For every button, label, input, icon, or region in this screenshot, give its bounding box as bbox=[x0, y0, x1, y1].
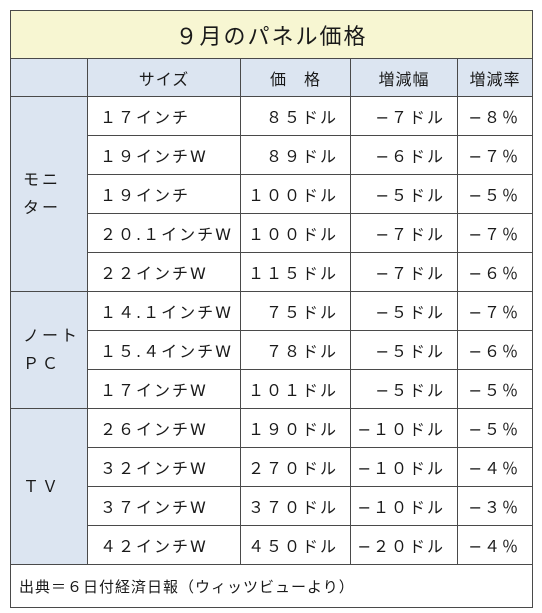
rate-cell: −８％ bbox=[456, 96, 534, 136]
size-cell: ２２インチW bbox=[87, 252, 241, 292]
change-cell: −１０ドル bbox=[350, 447, 458, 487]
size-cell: １９インチW bbox=[87, 135, 241, 175]
header-rate: 増減率 bbox=[456, 58, 534, 97]
panel-price-table: ９月のパネル価格 サイズ 価 格 増減幅 増減率 モニ ター １７インチ ８５ドル −７… bbox=[9, 10, 534, 608]
header-category-cell bbox=[10, 58, 88, 97]
category-cell: モニ ター bbox=[10, 96, 88, 292]
rate-cell: −４％ bbox=[456, 525, 534, 565]
table-row: ２０.１インチW １００ドル −７ドル −７％ bbox=[11, 213, 534, 253]
change-cell: −５ドル bbox=[350, 369, 458, 409]
rate-cell: −７％ bbox=[456, 291, 534, 331]
price-cell: １９０ドル bbox=[240, 408, 351, 448]
rate-cell: −５％ bbox=[456, 369, 534, 409]
change-cell: −７ドル bbox=[350, 252, 458, 292]
change-cell: −１０ドル bbox=[350, 486, 458, 526]
rate-cell: −６％ bbox=[456, 252, 534, 292]
table-row: ４２インチW ４５０ドル −２０ドル −４％ bbox=[11, 525, 534, 565]
header-row: サイズ 価 格 増減幅 増減率 bbox=[10, 58, 534, 97]
table-body: モニ ター １７インチ ８５ドル −７ドル −８％ １９インチW ８９ドル −６ドル −７％ １９イ… bbox=[10, 96, 534, 565]
change-cell: −２０ドル bbox=[350, 525, 458, 565]
rate-cell: −７％ bbox=[456, 213, 534, 253]
table-row: ３７インチW ３７０ドル −１０ドル −３％ bbox=[11, 486, 534, 526]
header-change: 増減幅 bbox=[350, 58, 458, 97]
table-row: ノート ＰＣ １４.１インチW ７５ドル −５ドル −７％ bbox=[10, 291, 534, 409]
change-cell: −７ドル bbox=[350, 96, 458, 136]
change-cell: −５ドル bbox=[350, 330, 458, 370]
category-cell: ＴＶ bbox=[10, 408, 88, 565]
table-row: ２２インチW １１５ドル −７ドル −６％ bbox=[11, 252, 534, 292]
size-cell: １７インチ bbox=[87, 96, 241, 136]
table-row: １９インチ １００ドル −５ドル −５％ bbox=[11, 174, 534, 214]
category-label: ＴＶ bbox=[23, 476, 62, 496]
rate-cell: −４％ bbox=[456, 447, 534, 487]
table-row: １９インチW ８９ドル −６ドル −７％ bbox=[11, 135, 534, 175]
rate-cell: −５％ bbox=[456, 408, 534, 448]
price-cell: ８９ドル bbox=[240, 135, 351, 175]
size-cell: ３２インチW bbox=[87, 447, 241, 487]
table-row: ３２インチW ２７０ドル −１０ドル −４％ bbox=[11, 447, 534, 487]
price-cell: ７８ドル bbox=[240, 330, 351, 370]
price-cell: ８５ドル bbox=[240, 96, 351, 136]
change-cell: −１０ドル bbox=[350, 408, 458, 448]
price-cell: ４５０ドル bbox=[240, 525, 351, 565]
header-size: サイズ bbox=[87, 58, 241, 97]
change-cell: −５ドル bbox=[350, 174, 458, 214]
change-cell: −６ドル bbox=[350, 135, 458, 175]
table-row: ＴＶ ２６インチW １９０ドル −１０ドル −５％ bbox=[10, 408, 534, 565]
panel-price-table-container: ９月のパネル価格 サイズ 価 格 増減幅 増減率 モニ ター １７インチ ８５ドル −７… bbox=[9, 10, 534, 608]
rate-cell: −３％ bbox=[456, 486, 534, 526]
price-cell: ２７０ドル bbox=[240, 447, 351, 487]
size-cell: ２６インチW bbox=[87, 408, 241, 448]
footer-row: 出典＝６日付経済日報（ウィッツビューより） bbox=[9, 564, 534, 608]
table-row: １５.４インチW ７８ドル −５ドル −６％ bbox=[11, 330, 534, 370]
source-note: 出典＝６日付経済日報（ウィッツビューより） bbox=[9, 564, 534, 608]
header-price: 価 格 bbox=[240, 58, 351, 97]
table-row: １７インチW １０１ドル −５ドル −５％ bbox=[11, 369, 534, 409]
size-cell: １７インチW bbox=[87, 369, 241, 409]
price-cell: ３７０ドル bbox=[240, 486, 351, 526]
size-cell: ４２インチW bbox=[87, 525, 241, 565]
category-cell: ノート ＰＣ bbox=[10, 291, 88, 409]
change-cell: −５ドル bbox=[350, 291, 458, 331]
size-cell: ３７インチW bbox=[87, 486, 241, 526]
price-cell: １００ドル bbox=[240, 174, 351, 214]
category-label: ＰＣ bbox=[23, 354, 62, 373]
change-cell: −７ドル bbox=[350, 213, 458, 253]
price-cell: １１５ドル bbox=[240, 252, 351, 292]
category-label: ノート bbox=[23, 326, 81, 345]
table-title: ９月のパネル価格 bbox=[9, 10, 534, 59]
rate-cell: −７％ bbox=[456, 135, 534, 175]
price-cell: １０１ドル bbox=[240, 369, 351, 409]
size-cell: ２０.１インチW bbox=[87, 213, 241, 253]
table-row: モニ ター １７インチ ８５ドル −７ドル −８％ bbox=[10, 96, 534, 292]
price-cell: ７５ドル bbox=[240, 291, 351, 331]
rate-cell: −５％ bbox=[456, 174, 534, 214]
size-cell: １５.４インチW bbox=[87, 330, 241, 370]
category-label: ター bbox=[23, 198, 62, 217]
category-label: モニ bbox=[23, 170, 62, 189]
price-cell: １００ドル bbox=[240, 213, 351, 253]
size-cell: １４.１インチW bbox=[87, 291, 241, 331]
rate-cell: −６％ bbox=[456, 330, 534, 370]
size-cell: １９インチ bbox=[87, 174, 241, 214]
